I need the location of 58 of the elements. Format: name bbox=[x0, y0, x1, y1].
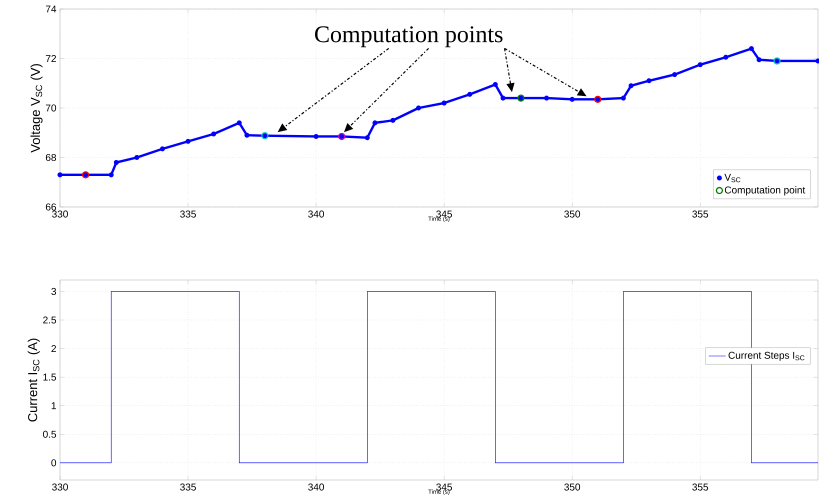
point bbox=[620, 96, 626, 101]
point bbox=[756, 57, 762, 62]
y-tick-label: 74 bbox=[46, 6, 56, 12]
x-tick-label: 350 bbox=[564, 484, 580, 491]
point bbox=[244, 132, 250, 138]
x-tick-label: 335 bbox=[180, 484, 196, 491]
point bbox=[723, 54, 728, 60]
point bbox=[372, 120, 378, 126]
point bbox=[544, 96, 550, 101]
y-tick-label: 2 bbox=[51, 345, 56, 352]
y-axis-title: Current I$_{SC}$ (A) bbox=[28, 338, 40, 422]
y-tick-label: 1 bbox=[52, 402, 56, 410]
y-tick-label: 1.5 bbox=[43, 374, 56, 381]
point bbox=[108, 172, 114, 178]
point bbox=[186, 138, 191, 144]
y-tick-label: 72 bbox=[46, 55, 56, 62]
x-tick-label: 340 bbox=[308, 210, 324, 218]
y-tick-label: 66 bbox=[46, 203, 56, 211]
point bbox=[390, 118, 396, 123]
point bbox=[364, 135, 370, 140]
y-tick-label: 70 bbox=[46, 104, 56, 112]
x-tick-label: 345 bbox=[436, 210, 452, 218]
x-tick-label: 355 bbox=[692, 210, 708, 218]
annotation: Computation points bbox=[315, 26, 502, 48]
y-tick-label: 3 bbox=[51, 288, 56, 295]
point bbox=[314, 134, 319, 139]
legend-label: V$_{SC}$ bbox=[724, 174, 740, 182]
point bbox=[442, 100, 447, 106]
x-tick-label: 355 bbox=[692, 484, 708, 491]
x-tick-label: 335 bbox=[180, 210, 196, 218]
x-tick-label: 330 bbox=[52, 484, 68, 491]
point bbox=[646, 78, 652, 84]
point bbox=[160, 146, 165, 152]
point bbox=[672, 72, 678, 78]
point bbox=[416, 106, 422, 110]
y-axis-title: Voltage V$_{SC}$ (V) bbox=[30, 64, 43, 153]
point bbox=[58, 172, 62, 178]
point bbox=[698, 62, 703, 68]
x-tick-label: 345 bbox=[436, 484, 452, 491]
point bbox=[114, 160, 119, 165]
point bbox=[492, 82, 498, 87]
point bbox=[500, 96, 506, 101]
legend-label: Current Steps I$_{SC}$ bbox=[728, 352, 804, 361]
point bbox=[570, 96, 575, 102]
y-tick-label: 2.5 bbox=[43, 316, 56, 324]
point bbox=[748, 46, 754, 52]
x-tick-label: 330 bbox=[52, 210, 68, 218]
y-tick-label: 0.5 bbox=[43, 430, 56, 438]
y-tick-label: 0 bbox=[51, 459, 56, 466]
legend-label: Computation point bbox=[724, 186, 806, 196]
x-tick-label: 340 bbox=[308, 484, 324, 491]
point bbox=[628, 83, 634, 88]
point bbox=[467, 92, 472, 97]
point bbox=[211, 131, 216, 136]
x-tick-label: 350 bbox=[564, 210, 580, 218]
y-tick-label: 68 bbox=[46, 154, 56, 162]
point bbox=[236, 120, 242, 126]
point bbox=[134, 155, 140, 160]
